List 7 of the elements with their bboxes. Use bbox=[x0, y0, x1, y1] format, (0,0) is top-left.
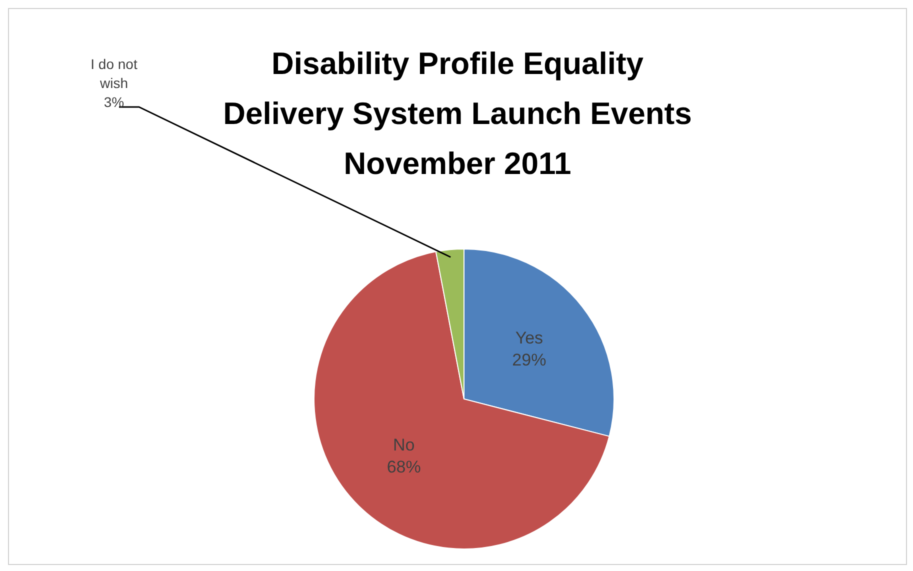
data-label: 68% bbox=[386, 457, 421, 476]
slice-label: Yes bbox=[515, 328, 544, 348]
data-label: 3% bbox=[104, 94, 124, 110]
data-label: 29% bbox=[512, 350, 546, 370]
slice-label: No bbox=[392, 435, 415, 454]
text: Disability Profile Equality Delivery System Launch Events November 2011 bbox=[222, 45, 692, 183]
slice-label: I do not wish bbox=[90, 56, 138, 91]
